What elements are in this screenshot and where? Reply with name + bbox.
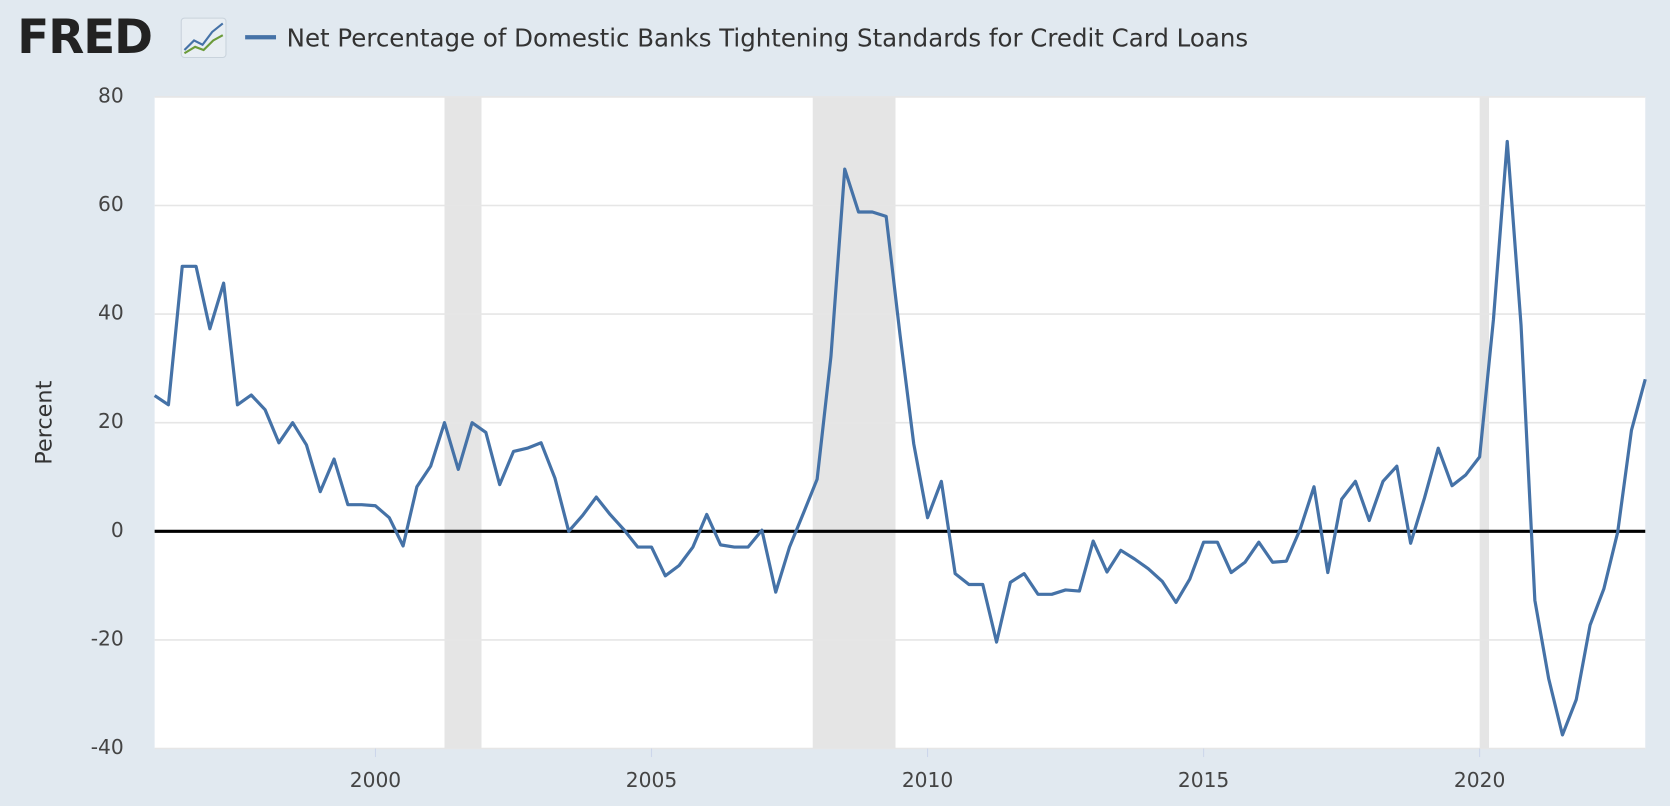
y-tick-label: 0 (111, 518, 124, 542)
x-tick-label: 2010 (902, 768, 953, 792)
logo: FRED (17, 11, 152, 65)
y-tick-label: -40 (91, 735, 124, 759)
y-tick-label: 40 (98, 301, 124, 325)
legend-label: Net Percentage of Domestic Banks Tighten… (287, 23, 1248, 52)
series-line (153, 139, 1647, 737)
x-tick-label: 2000 (350, 768, 401, 792)
y-tick-label: -20 (91, 626, 124, 650)
x-tick-label: 2005 (626, 768, 677, 792)
x-tick-label: 2020 (1454, 768, 1505, 792)
y-tick-label: 80 (98, 83, 124, 107)
logo-icon (180, 17, 227, 59)
y-axis-label: Percent (31, 380, 57, 464)
y-tick-label: 60 (98, 192, 124, 216)
y-tick-label: 20 (98, 409, 124, 433)
x-tick-label: 2015 (1178, 768, 1229, 792)
